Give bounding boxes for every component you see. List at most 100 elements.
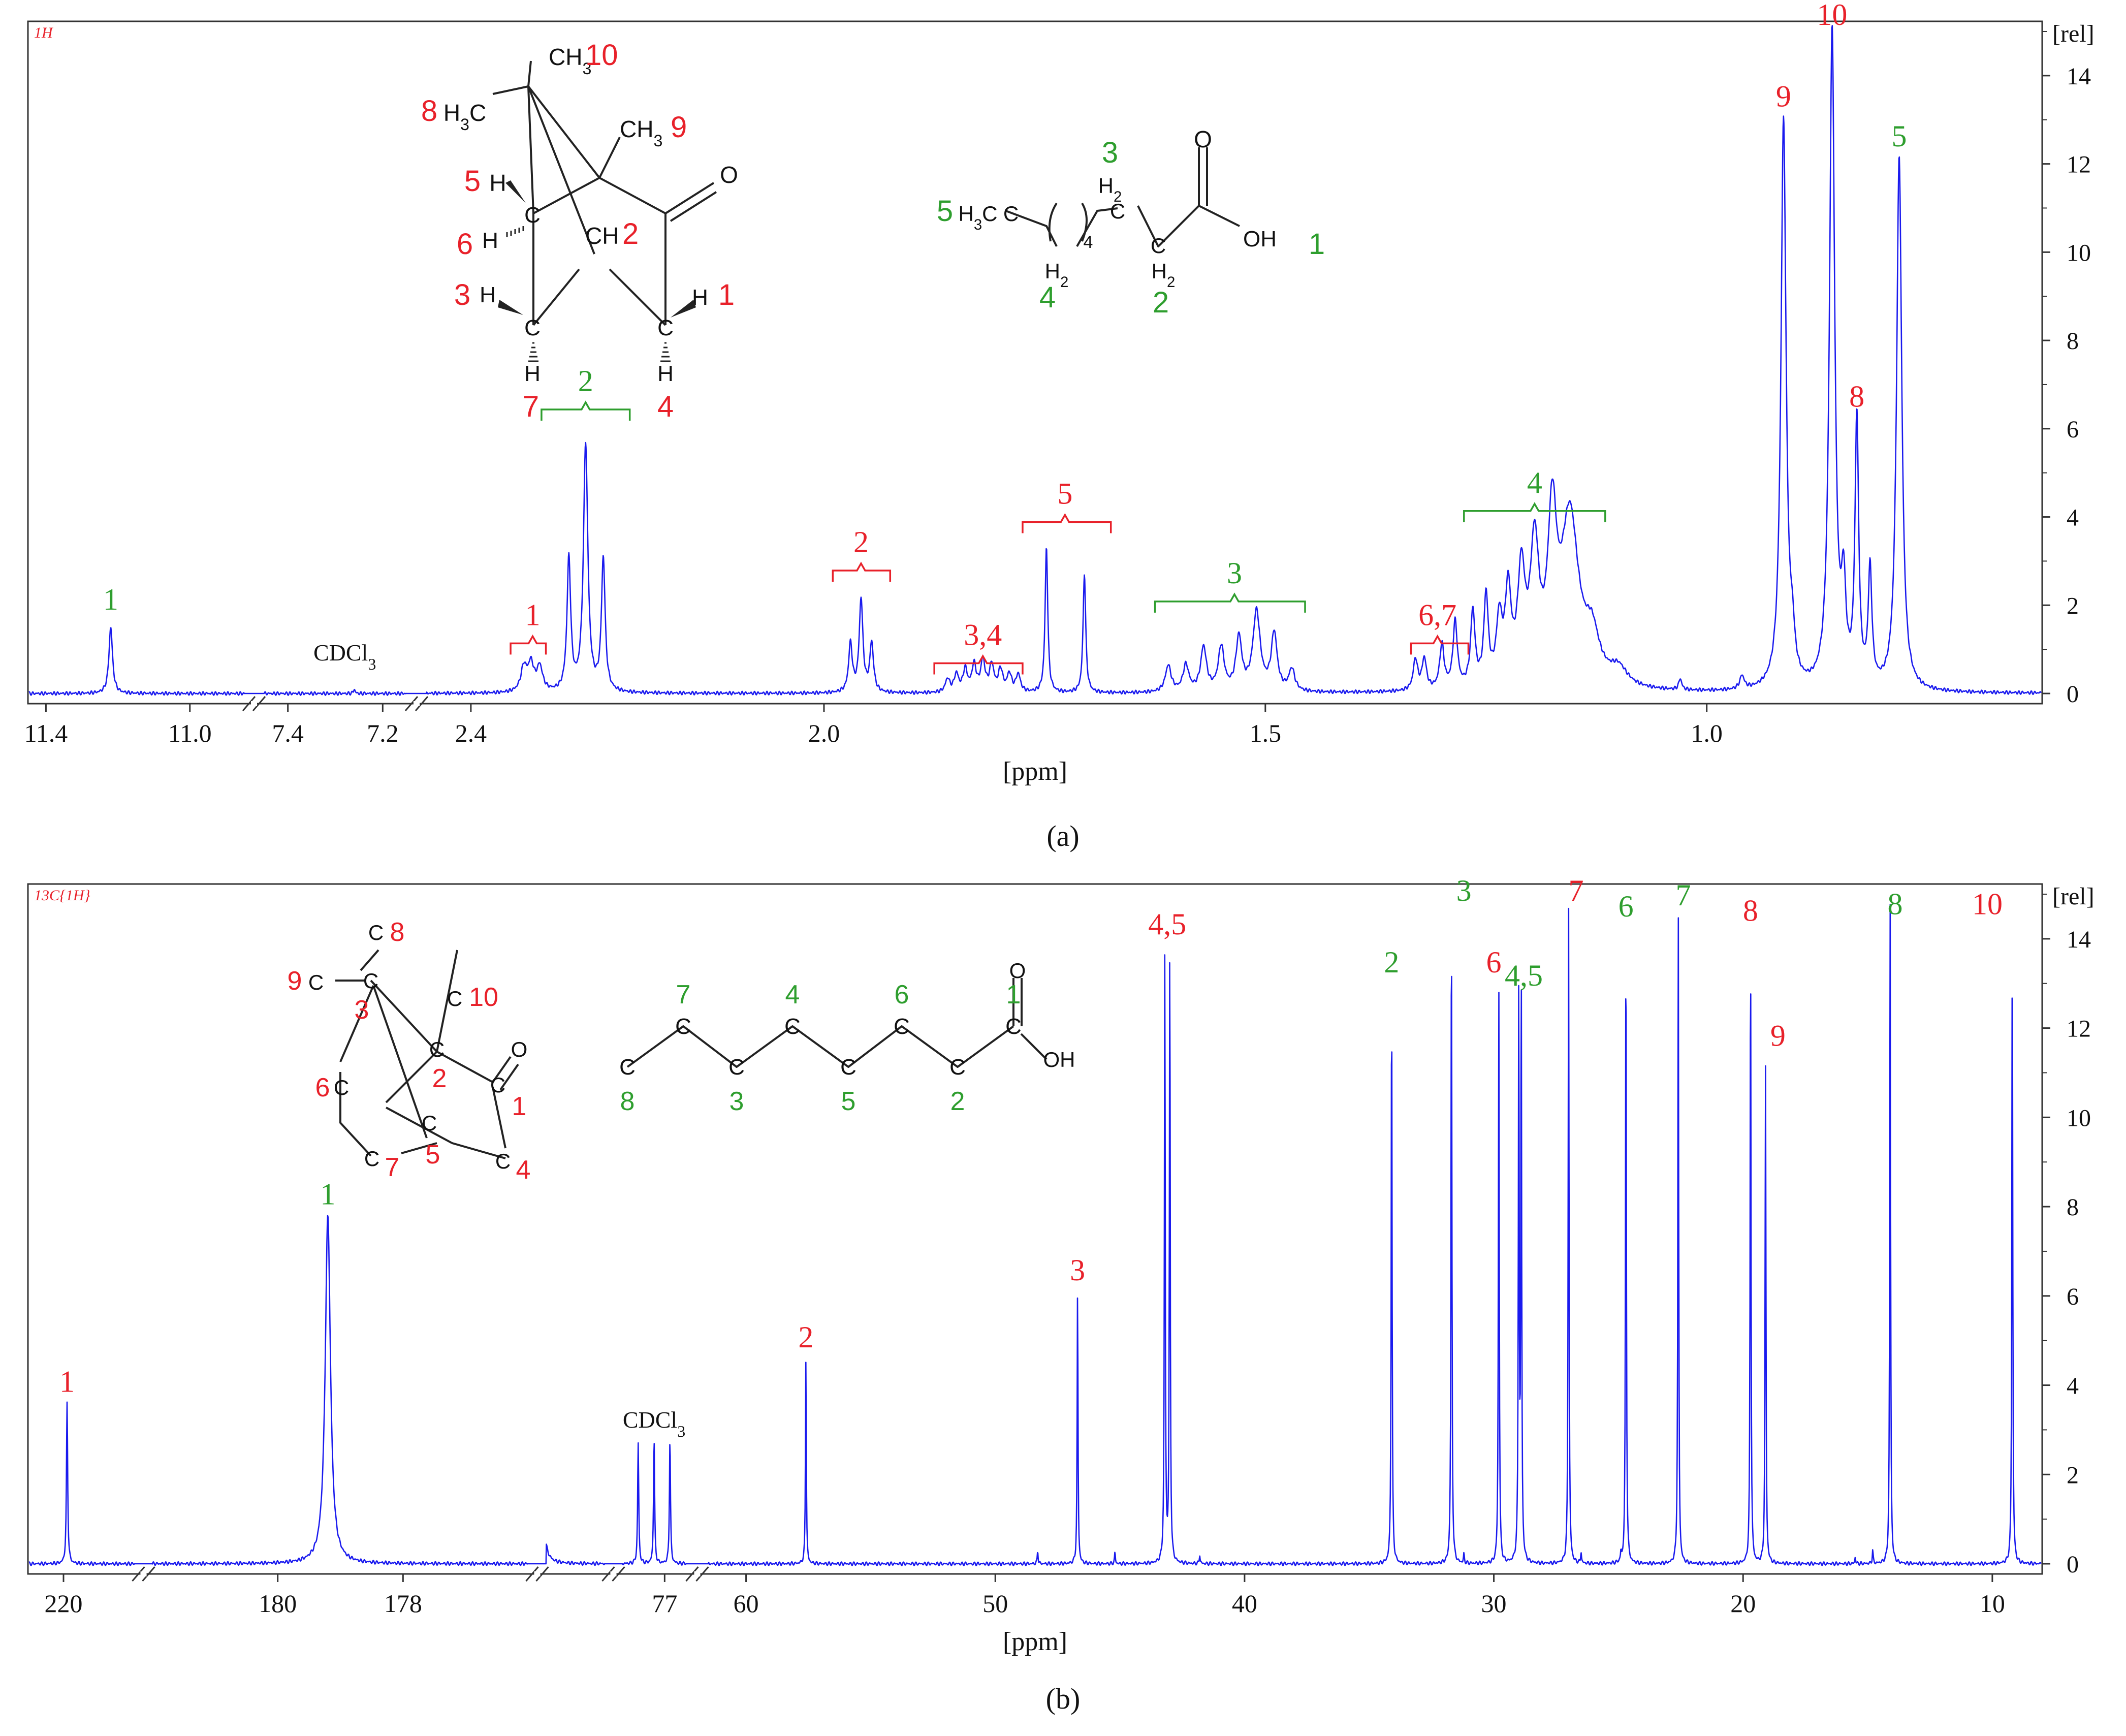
bond [370,980,438,1053]
peak-label: 2 [578,364,593,398]
axis-break [132,1566,145,1582]
atom-label: C [524,315,541,340]
peak-label: 1 [103,583,118,616]
bond [339,985,374,1062]
x-tick-label: 20 [1730,1589,1756,1618]
atom-label: C [1110,199,1125,223]
atom-label: O [720,162,738,188]
atom-label: C [949,1055,966,1080]
axis-break [404,696,419,711]
atom-label: H [480,282,496,307]
peak-label: CDCl3 [623,1407,685,1440]
peak-label: 10 [1972,888,2003,921]
atom-label: 8 [620,1087,635,1116]
atom-label: O [1009,959,1026,983]
atom-label: C [1003,202,1019,226]
atom-label: H [657,361,674,386]
x-axis-label: [ppm] [1003,757,1067,786]
peak-label: 5 [1057,477,1072,510]
atom-label: 6 [895,980,909,1009]
peak-label: 8 [1743,894,1758,928]
bond [599,177,666,214]
peak-label: 6,7 [1418,598,1456,632]
atom-label: C [524,203,541,228]
y-tick-label: 8 [2067,328,2079,355]
axis-break [252,696,266,711]
atom-label: C [619,1055,636,1080]
atom-label: 2 [432,1064,447,1093]
atom-label: 10 [469,983,498,1012]
repeat-bracket [1048,202,1058,242]
y-tick-label: 14 [2067,63,2091,90]
axis-break [242,696,256,711]
bond [527,85,600,179]
panel-b-label: (b) [1045,1682,1081,1715]
atom-label: CH [585,223,619,249]
y-tick-label: 12 [2067,1016,2091,1043]
atom-label: 5 [464,165,481,198]
peak-label: 1 [525,598,541,632]
bond [532,268,580,326]
bond [385,1051,438,1103]
octanoic-acid-structure-13c: C 8 C 7 C 3 C 4 C 5 C 6 C 2 C 1O OH [619,959,1075,1116]
bond [499,1063,519,1091]
atom-label: C [840,1055,856,1080]
peak-bracket [832,561,892,582]
peak-label: 10 [1817,0,1847,31]
spectrum-tag: 13C{1H} [34,887,90,904]
bond [598,137,621,178]
atom-label: 1 [1309,228,1325,261]
peak-label: CDCl3 [313,640,376,673]
x-tick-label: 1.0 [1691,719,1723,747]
peak-label: 4,5 [1148,907,1186,941]
atom-label: 1 [512,1092,527,1121]
spectrum-tag: 1H [34,24,54,41]
atom-label: C [784,1014,801,1039]
atom-label: C [894,1014,910,1039]
peak-label: 9 [1770,1019,1786,1053]
peak-label: 2 [1384,945,1399,979]
atom-label: C [363,969,378,993]
repeat-bracket [1081,202,1088,242]
bond [436,950,458,1052]
peak-label: 5 [1891,119,1907,153]
axis-break-gap [140,1571,147,1576]
y-axis-label: [rel] [2052,20,2095,47]
y-tick-label: 4 [2067,1373,2079,1400]
atom-label: 1 [1006,980,1021,1009]
bond [626,1025,1014,1068]
atom-label: H [524,361,541,386]
x-tick-label: 60 [734,1589,759,1618]
x-tick-label: 77 [652,1589,677,1618]
y-tick-label: 10 [2067,1104,2091,1131]
peak-bracket [541,400,631,421]
atom-label: 2 [1153,286,1169,319]
y-tick-label: 0 [2067,1551,2079,1578]
atom-label: C [675,1014,691,1039]
y-tick-label: 0 [2067,681,2079,708]
peak-bracket [1463,502,1606,522]
atom-label: 10 [585,39,618,72]
peak-label: 2 [853,525,869,559]
axis-break [695,1566,709,1582]
peak-label: 1 [320,1178,335,1211]
x-tick-label: 220 [45,1589,83,1618]
atom-label: O [511,1037,528,1061]
atom-label: OH [1243,227,1277,251]
bond [527,86,595,255]
atom-label: C [308,970,324,994]
atom-label: C [1005,1014,1022,1039]
x-tick-label: 1.5 [1250,719,1282,747]
peak-bracket [1022,513,1112,533]
bond [492,1056,512,1083]
atom-label: C [368,921,384,944]
y-tick-label: 2 [2067,592,2079,619]
atom-label: 7 [523,390,539,423]
atom-label: C [657,315,674,340]
bond [436,1051,493,1083]
atom-label: C [334,1076,349,1099]
